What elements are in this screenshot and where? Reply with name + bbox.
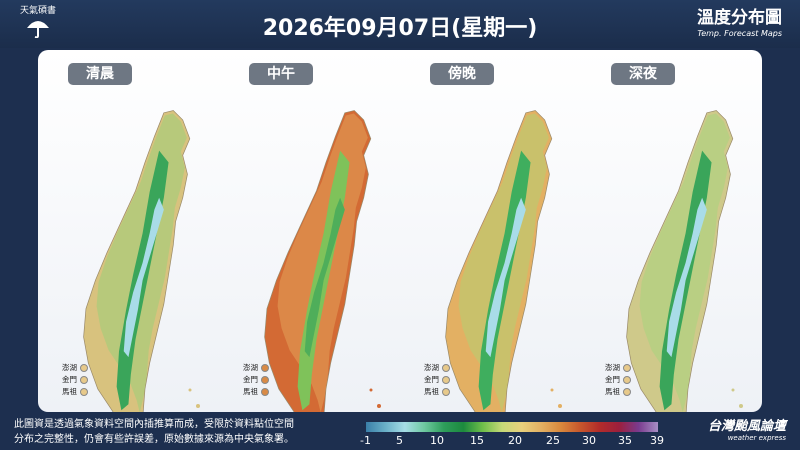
island-name: 馬祖 — [424, 387, 439, 396]
island-legend-item: 馬祖 — [62, 386, 88, 398]
island-dot — [261, 376, 269, 384]
colorbar-tick-label: -1 — [360, 434, 371, 447]
island-legend-item: 金門 — [424, 374, 450, 386]
island-dot — [623, 364, 631, 372]
colorbar-tick-label: 30 — [582, 434, 596, 447]
logo-text: 天氣碩書 — [19, 6, 56, 16]
umbrella-icon — [27, 21, 49, 39]
island-legend-item: 澎湖 — [605, 362, 631, 374]
taiwan-map — [83, 110, 200, 412]
brand-title: 溫度分布圖 — [697, 8, 782, 28]
island-name: 馬祖 — [243, 387, 258, 396]
island-legend-item: 澎湖 — [62, 362, 88, 374]
island-dot — [80, 388, 88, 396]
taiwan-map — [445, 110, 562, 412]
colorbar-tick-label: 35 — [618, 434, 632, 447]
island-name: 金門 — [243, 375, 258, 384]
island-dot — [623, 376, 631, 384]
island-dot — [442, 388, 450, 396]
cold-core-zone — [304, 197, 345, 358]
islands-legend: 澎湖 金門 馬祖 — [243, 362, 269, 398]
brand-subtitle: Temp. Forecast Maps — [697, 29, 782, 38]
green-island — [377, 404, 381, 408]
islands-legend: 澎湖 金門 馬祖 — [605, 362, 631, 398]
map-evening: 傍晚 澎湖金門馬祖 — [400, 50, 581, 412]
orchid-island — [731, 388, 735, 392]
disclaimer-note: 此圖資是透過氣象資料空間內插推算而成，受限於資料點位空間 分布之完整性，仍會有些… — [14, 417, 364, 447]
taiwan-map — [626, 110, 743, 412]
island-dot — [261, 364, 269, 372]
island-name: 馬祖 — [605, 387, 620, 396]
orchid-island — [550, 388, 554, 392]
island-legend-item: 馬祖 — [605, 386, 631, 398]
green-island — [558, 404, 562, 408]
orchid-island — [188, 388, 192, 392]
cold-core-zone — [485, 197, 526, 358]
islands-legend: 澎湖 金門 馬祖 — [62, 362, 88, 398]
island-legend-item: 金門 — [605, 374, 631, 386]
disclaimer-line-2: 分布之完整性，仍會有些許誤差，原始數據來源為中央氣象署。 — [14, 434, 294, 445]
island-dot — [623, 388, 631, 396]
island-dot — [80, 376, 88, 384]
time-label: 深夜 — [611, 63, 675, 85]
time-label: 傍晚 — [430, 63, 494, 85]
footer-brand-main: 台灣颱風論壇 — [707, 419, 786, 434]
cold-core-zone — [123, 197, 164, 358]
time-label: 中午 — [249, 63, 313, 85]
colorbar-ticks: -1 5 10 15 20 25 30 35 39 — [360, 434, 670, 448]
page-title: 2026年09月07日(星期一) — [262, 16, 538, 41]
island-name: 澎湖 — [605, 363, 620, 372]
colorbar-tick-label: 15 — [470, 434, 484, 447]
islands-legend: 澎湖 金門 馬祖 — [424, 362, 450, 398]
island-name: 澎湖 — [62, 363, 77, 372]
maps-panel: 清晨 澎湖金門馬祖 中午 澎湖金門馬祖 傍晚 澎湖金門馬祖 深夜 澎湖金門馬祖 — [38, 50, 762, 412]
temperature-colorbar — [366, 422, 658, 432]
colorbar-tick-label: 10 — [430, 434, 444, 447]
colorbar-tick-label: 25 — [546, 434, 560, 447]
island-name: 澎湖 — [243, 363, 258, 372]
green-island — [196, 404, 200, 408]
island-legend-item: 馬祖 — [424, 386, 450, 398]
island-dot — [80, 364, 88, 372]
orchid-island — [369, 388, 373, 392]
island-legend-item: 澎湖 — [424, 362, 450, 374]
brand-block: 溫度分布圖 Temp. Forecast Maps — [697, 8, 782, 40]
map-early-morning: 清晨 澎湖金門馬祖 — [38, 50, 219, 412]
header-bar: 天氣碩書 2026年09月07日(星期一) 溫度分布圖 Temp. Foreca… — [0, 0, 800, 48]
colorbar-tick-label: 20 — [508, 434, 522, 447]
island-dot — [442, 364, 450, 372]
map-noon: 中午 澎湖金門馬祖 — [219, 50, 400, 412]
time-label: 清晨 — [68, 63, 132, 85]
island-name: 金門 — [605, 375, 620, 384]
colorbar-tick-label: 39 — [650, 434, 664, 447]
logo: 天氣碩書 — [18, 6, 58, 46]
island-dot — [261, 388, 269, 396]
island-legend-item: 金門 — [243, 374, 269, 386]
footer-brand: 台灣颱風論壇 weather express — [708, 420, 786, 443]
footer: 此圖資是透過氣象資料空間內插推算而成，受限於資料點位空間 分布之完整性，仍會有些… — [0, 412, 800, 450]
island-dot — [442, 376, 450, 384]
island-name: 金門 — [424, 375, 439, 384]
island-name: 金門 — [62, 375, 77, 384]
map-late-night: 深夜 澎湖金門馬祖 — [581, 50, 762, 412]
footer-brand-sub: weather express — [727, 434, 786, 442]
taiwan-map — [264, 110, 381, 412]
island-name: 澎湖 — [424, 363, 439, 372]
island-legend-item: 馬祖 — [243, 386, 269, 398]
island-legend-item: 澎湖 — [243, 362, 269, 374]
island-legend-item: 金門 — [62, 374, 88, 386]
colorbar-tick-label: 5 — [396, 434, 403, 447]
island-name: 馬祖 — [62, 387, 77, 396]
cold-core-zone — [666, 197, 707, 358]
disclaimer-line-1: 此圖資是透過氣象資料空間內插推算而成，受限於資料點位空間 — [14, 419, 294, 430]
green-island — [739, 404, 743, 408]
